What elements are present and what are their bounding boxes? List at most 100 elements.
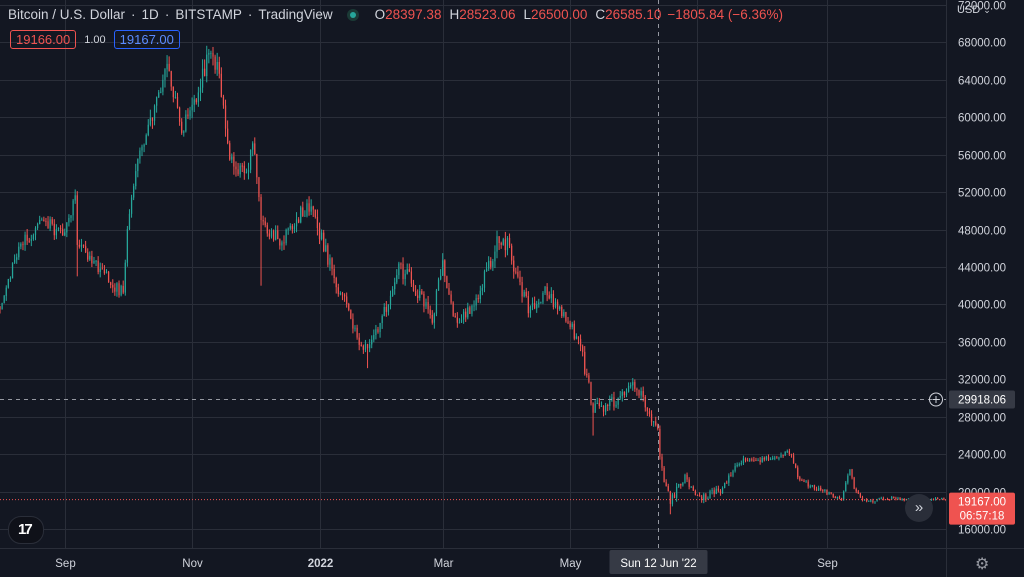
candle-body bbox=[941, 497, 943, 500]
price-tick-label: 36000.00 bbox=[958, 338, 1006, 350]
candle-body bbox=[680, 484, 682, 486]
candle-body bbox=[283, 242, 285, 244]
tradingview-logo-icon[interactable]: 17 bbox=[8, 516, 44, 544]
candle-body bbox=[740, 463, 742, 465]
buy-button[interactable]: 19167.00 bbox=[113, 30, 180, 49]
candle-body bbox=[112, 284, 114, 288]
candle-body bbox=[151, 117, 154, 121]
candle-body bbox=[126, 229, 129, 263]
candle-body bbox=[598, 403, 600, 407]
candle-body bbox=[749, 459, 751, 461]
candle-body bbox=[243, 165, 245, 173]
candle-body bbox=[91, 255, 93, 264]
candle-body bbox=[101, 268, 103, 270]
candle-body bbox=[433, 313, 435, 323]
candle-body bbox=[128, 213, 131, 230]
candle-body bbox=[891, 496, 893, 500]
candle-body bbox=[813, 485, 816, 489]
double-chevron-right-icon[interactable]: » bbox=[905, 494, 933, 522]
candle-body bbox=[876, 499, 878, 502]
candle-body bbox=[57, 228, 60, 230]
candle-body bbox=[201, 68, 204, 88]
candle-body bbox=[721, 487, 724, 494]
candle-body bbox=[369, 344, 371, 349]
currency-select[interactable]: USD ⌄ bbox=[957, 4, 991, 16]
candle-body bbox=[22, 243, 24, 245]
candle-body bbox=[828, 492, 830, 495]
candle-body bbox=[540, 302, 542, 304]
candle-body bbox=[43, 219, 45, 222]
candle-body bbox=[80, 244, 83, 247]
candle-body bbox=[634, 382, 636, 389]
candle-body bbox=[30, 239, 32, 241]
candle-body bbox=[7, 278, 9, 288]
candle-body bbox=[937, 498, 939, 500]
candle-body bbox=[237, 169, 239, 175]
candle-body bbox=[753, 459, 755, 461]
plot-area[interactable] bbox=[0, 0, 946, 548]
candle-body bbox=[515, 271, 517, 273]
candle-body bbox=[759, 460, 761, 463]
candle-body bbox=[122, 285, 124, 293]
candle-body bbox=[181, 121, 183, 133]
candle-body bbox=[343, 294, 346, 297]
candle-body bbox=[763, 457, 765, 460]
candle-body bbox=[387, 304, 390, 312]
candle-body bbox=[366, 344, 369, 349]
candle-body bbox=[256, 154, 258, 178]
gear-icon[interactable]: ⚙ bbox=[975, 556, 990, 573]
candle-body bbox=[51, 219, 53, 224]
candle-body bbox=[531, 302, 534, 307]
candle-body bbox=[229, 143, 231, 160]
price-axis[interactable]: 72000.00 68000.00 64000.00 60000.00 56000.00… bbox=[958, 1, 1006, 537]
candle-body bbox=[381, 316, 383, 323]
candle-body bbox=[692, 486, 694, 491]
candle-body bbox=[304, 215, 306, 217]
candle-body bbox=[772, 457, 774, 460]
plus-circle-icon[interactable] bbox=[929, 392, 943, 407]
candle-body bbox=[360, 344, 362, 346]
candle-body bbox=[713, 490, 715, 494]
candle-body bbox=[312, 206, 314, 210]
candle-body bbox=[431, 314, 433, 323]
candle-body bbox=[584, 351, 586, 374]
candle-body bbox=[383, 306, 385, 317]
interval-label[interactable]: 1D bbox=[141, 7, 159, 22]
candle-body bbox=[490, 260, 492, 267]
candle-body bbox=[665, 482, 667, 487]
candle-body bbox=[358, 337, 360, 345]
candle-body bbox=[440, 275, 442, 280]
candle-body bbox=[688, 479, 690, 487]
candle-body bbox=[611, 397, 613, 401]
candle-body bbox=[235, 166, 237, 170]
candle-body bbox=[886, 499, 889, 501]
sell-button[interactable]: 19166.00 bbox=[10, 30, 77, 49]
candle-body bbox=[866, 499, 868, 502]
candle-body bbox=[375, 329, 377, 335]
candle-body bbox=[736, 465, 738, 467]
symbol-title[interactable]: Bitcoin / U.S. Dollar bbox=[8, 7, 126, 22]
candle-body bbox=[761, 457, 763, 463]
candle-body bbox=[556, 301, 559, 310]
candle-body bbox=[901, 499, 903, 501]
candle-body bbox=[602, 405, 605, 412]
market-status-icon[interactable] bbox=[346, 8, 359, 21]
candle-body bbox=[769, 459, 772, 461]
time-axis[interactable]: SepNov2022MarMayJulSep bbox=[55, 558, 837, 570]
low-label: L bbox=[523, 7, 532, 22]
candle-body bbox=[352, 318, 354, 329]
candle-body bbox=[36, 223, 39, 229]
last-price-badge bbox=[949, 492, 1015, 525]
candle-body bbox=[389, 295, 392, 305]
candle-body bbox=[494, 251, 496, 262]
candle-body bbox=[199, 87, 202, 93]
candle-body bbox=[872, 500, 874, 503]
candle-body bbox=[726, 482, 728, 484]
legend-separator: · bbox=[131, 7, 136, 22]
candle-body bbox=[168, 63, 170, 72]
candle-body bbox=[849, 469, 851, 476]
candle-body bbox=[834, 496, 836, 499]
candle-body bbox=[675, 486, 678, 498]
candle-body bbox=[742, 458, 745, 464]
